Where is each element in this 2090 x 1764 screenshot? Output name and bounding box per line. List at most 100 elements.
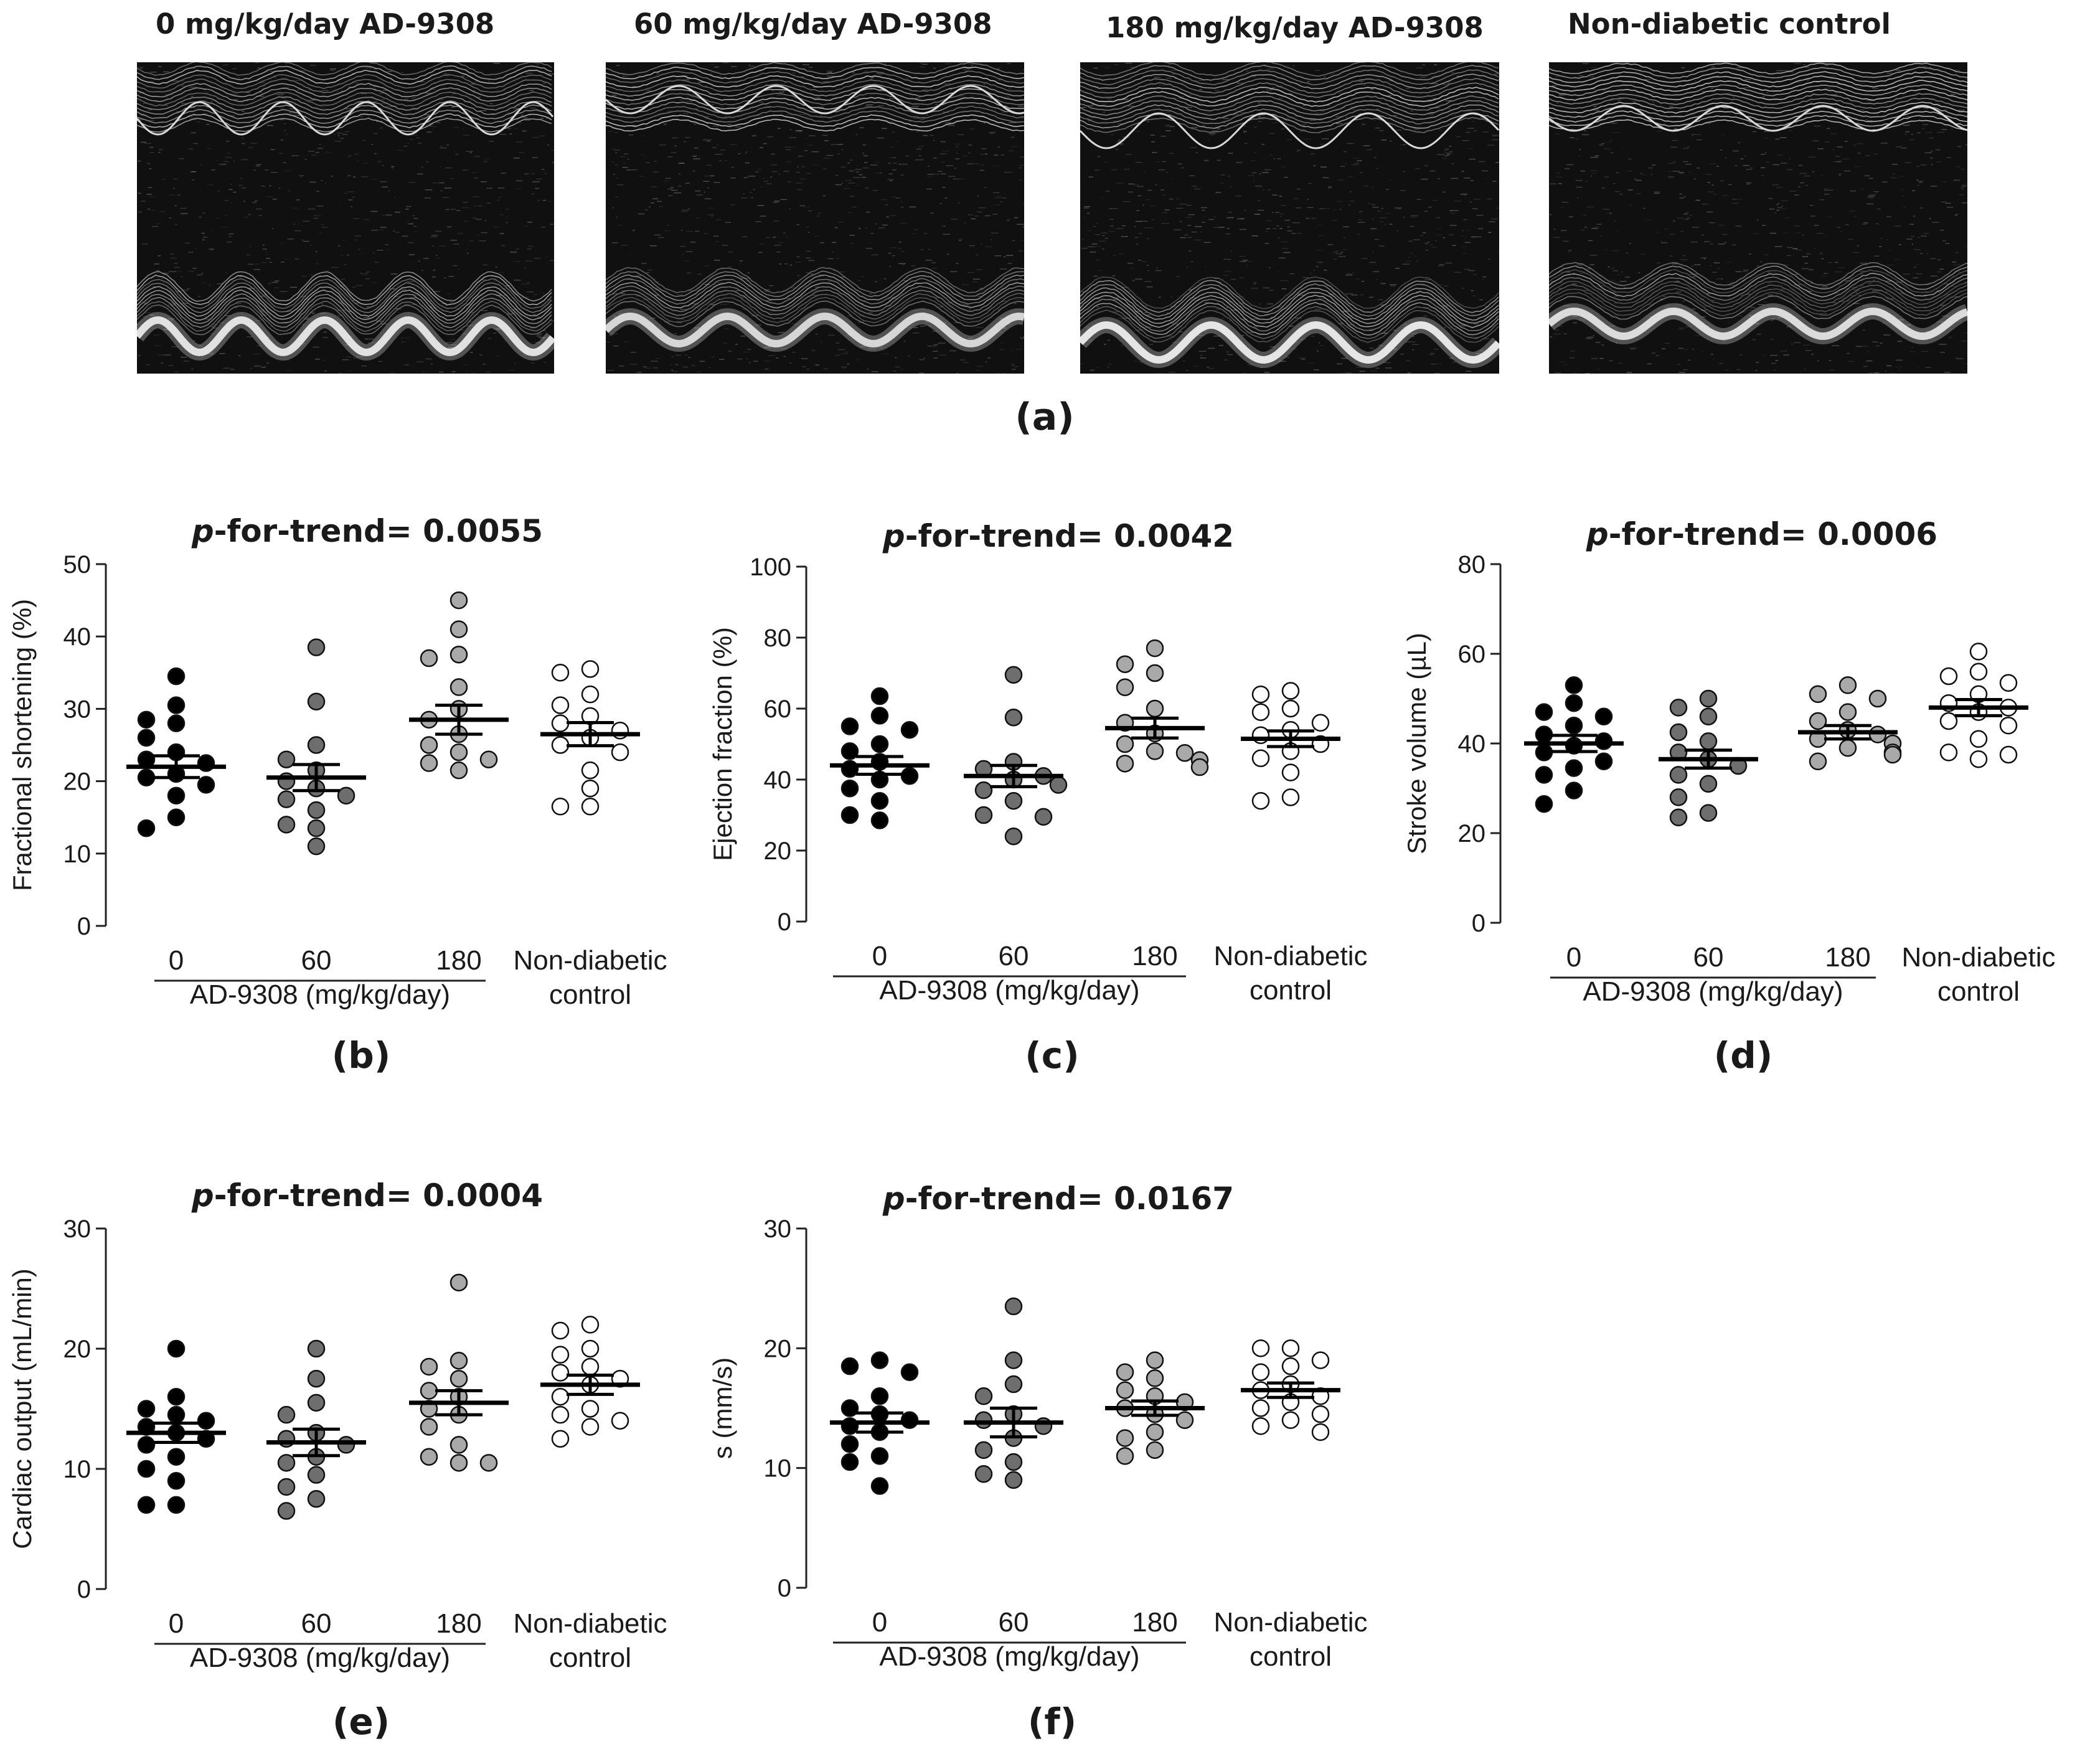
data-point: [974, 1465, 993, 1483]
data-point: [167, 1472, 186, 1490]
data-point: [900, 720, 919, 739]
data-point: [277, 1478, 296, 1496]
data-point: [277, 1454, 296, 1472]
data-point: [1281, 699, 1300, 718]
data-point: [1969, 730, 1988, 748]
data-point: [1969, 663, 1988, 681]
data-point: [870, 1387, 889, 1405]
data-point: [1251, 749, 1270, 768]
data-point: [420, 649, 438, 667]
data-point: [450, 591, 468, 610]
panel-label: (c): [1025, 1034, 1079, 1077]
data-point: [870, 1477, 889, 1495]
chart-title-text: -for-trend= 0.0055: [214, 513, 543, 549]
data-point: [870, 791, 889, 810]
data-point: [137, 1400, 156, 1418]
data-point: [551, 696, 570, 714]
data-point: [870, 707, 889, 725]
data-point: [1146, 742, 1164, 760]
data-point: [420, 1382, 438, 1400]
x-group-label: AD-9308 (mg/kg/day): [190, 1643, 450, 1673]
data-point: [1116, 1381, 1134, 1399]
data-point: [974, 1411, 993, 1429]
y-tick-label: 30: [64, 696, 92, 723]
data-point: [1535, 703, 1553, 721]
data-point: [337, 1436, 355, 1454]
y-tick-label: 10: [64, 1456, 92, 1483]
data-point: [1004, 1453, 1023, 1471]
data-point: [1969, 750, 1988, 768]
data-point: [1146, 1441, 1164, 1460]
x-category-label: 0: [1566, 942, 1581, 973]
data-point: [137, 819, 156, 837]
data-point: [277, 750, 296, 768]
data-point: [1868, 689, 1887, 708]
data-point: [581, 660, 600, 678]
data-point: [870, 687, 889, 705]
panel-label: (d): [1714, 1034, 1773, 1077]
y-tick-label: 0: [778, 908, 791, 936]
data-point: [1594, 732, 1613, 750]
chart-title-text: -for-trend= 0.0006: [1609, 516, 1937, 552]
data-point: [1565, 694, 1583, 712]
y-tick-label: 20: [764, 837, 792, 865]
data-point: [1281, 1339, 1300, 1357]
data-point: [167, 808, 186, 826]
data-point: [974, 806, 993, 824]
chart-title-text: -for-trend= 0.0042: [905, 518, 1234, 554]
y-tick-label: 0: [77, 913, 91, 940]
echo-title-0: 0 mg/kg/day AD-9308: [156, 7, 495, 40]
data-point: [581, 798, 600, 816]
data-point: [167, 696, 186, 714]
panel-label: (b): [332, 1034, 391, 1077]
y-axis-label: s (mm/s): [708, 1357, 737, 1459]
chart-panel: p-for-trend= 0.0042 0 20 40 60 80 100 Ejection …: [708, 518, 1368, 1077]
y-tick-label: 100: [750, 554, 791, 581]
data-point: [1669, 766, 1688, 784]
y-tick-label: 60: [764, 696, 792, 723]
chart-title: p-for-trend= 0.0042: [882, 518, 1234, 554]
echo-image-control: [1549, 62, 1967, 374]
data-point: [1004, 1351, 1023, 1369]
x-category-label: Non-diabetic: [1213, 1607, 1367, 1638]
data-point: [1838, 676, 1857, 694]
data-point: [1004, 709, 1023, 727]
data-point: [307, 1466, 326, 1484]
data-point: [581, 1339, 600, 1358]
data-point: [611, 1412, 629, 1430]
chart-panel: p-for-trend= 0.0055 0 10 20 30 40 50 Fractional…: [7, 513, 667, 1077]
data-point: [450, 1454, 468, 1472]
data-point: [840, 1435, 859, 1453]
data-point: [167, 1339, 186, 1358]
data-point: [581, 1316, 600, 1334]
data-point: [840, 806, 859, 824]
data-point: [1251, 703, 1270, 721]
data-point: [167, 1496, 186, 1514]
y-axis-label: Cardiac output (mL/min): [7, 1268, 37, 1549]
data-point: [1999, 674, 2018, 692]
x-category-label: control: [549, 979, 631, 1010]
data-point: [581, 1418, 600, 1436]
data-point: [1969, 643, 1988, 661]
data-point: [870, 1351, 889, 1369]
data-point: [1116, 1363, 1134, 1382]
data-point: [1281, 788, 1300, 806]
data-point: [420, 1357, 438, 1376]
data-point: [1594, 752, 1613, 771]
data-point: [1146, 639, 1164, 658]
x-category-label: 60: [301, 945, 332, 976]
data-point: [450, 743, 468, 762]
data-point: [420, 1448, 438, 1466]
data-point: [551, 736, 570, 754]
data-point: [450, 646, 468, 664]
data-point: [1565, 759, 1583, 777]
data-point: [1311, 1405, 1330, 1423]
data-point: [1049, 776, 1068, 794]
echo-texture: [606, 62, 1024, 374]
data-point: [1116, 678, 1134, 697]
data-point: [1251, 791, 1270, 810]
x-category-label: 0: [872, 1607, 887, 1638]
x-category-label: Non-diabetic: [513, 1608, 667, 1639]
x-group-label: AD-9308 (mg/kg/day): [1583, 976, 1843, 1007]
